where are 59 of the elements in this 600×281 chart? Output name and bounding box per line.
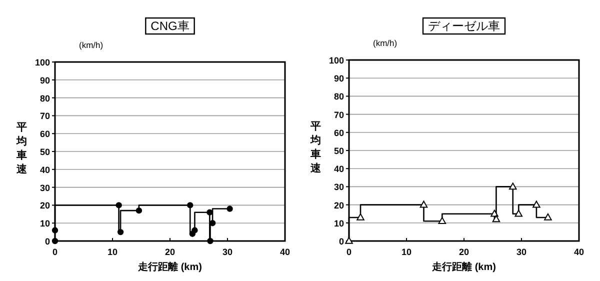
y-axis-title: 平均車速	[310, 120, 322, 174]
y-tick-label: 100	[328, 56, 344, 66]
x-axis-title: 走行距離 (km)	[137, 261, 202, 273]
y-tick-label: 70	[334, 110, 344, 120]
y-tick-label: 90	[40, 75, 50, 86]
y-tick-label: 60	[40, 129, 50, 140]
y-tick-label: 100	[34, 58, 50, 68]
x-tick-label: 40	[280, 247, 290, 257]
x-tick-label: 0	[52, 247, 58, 257]
y-tick-label: 0	[44, 236, 50, 246]
x-tick-label: 10	[401, 247, 412, 257]
y-tick-label: 30	[334, 182, 344, 192]
point	[52, 238, 58, 244]
y-tick-label: 70	[40, 111, 50, 122]
point	[209, 220, 216, 226]
y-tick-label: 10	[334, 218, 344, 228]
y-tick-label: 30	[40, 182, 50, 193]
x-tick-label: 20	[164, 247, 176, 257]
y-tick-label: 40	[334, 164, 344, 174]
point	[420, 200, 428, 208]
point	[226, 206, 233, 212]
y-tick-label: 20	[334, 200, 344, 210]
x-tick-label: 0	[346, 247, 352, 257]
point	[438, 216, 446, 224]
text: (km/h)	[373, 38, 398, 48]
x-axis-title: 走行距離 (km)	[431, 261, 496, 273]
point	[207, 238, 214, 244]
point	[116, 202, 122, 208]
x-tick-label: 10	[107, 247, 118, 257]
y-tick-label: 0	[338, 236, 344, 246]
point	[356, 213, 364, 220]
chart-title: ディーゼル車	[428, 19, 500, 33]
y-tick-label: 40	[40, 164, 50, 175]
point	[514, 210, 523, 217]
point	[117, 228, 124, 236]
point	[544, 213, 552, 220]
x-tick-label: 40	[574, 247, 584, 257]
point	[508, 182, 517, 190]
y-tick-label: 20	[40, 200, 50, 211]
y-axis-title: 平均車速	[16, 122, 28, 176]
point	[52, 227, 58, 234]
x-tick-label: 30	[222, 247, 233, 257]
y-tick-label: 60	[334, 128, 344, 138]
point	[136, 207, 142, 214]
y-tick-label: 80	[334, 92, 344, 102]
point	[187, 202, 194, 208]
y-tick-label: 50	[40, 147, 50, 157]
x-tick-label: 20	[458, 247, 470, 257]
point	[492, 215, 500, 222]
y-tick-label: 50	[334, 146, 344, 156]
text: (km/h)	[79, 40, 104, 50]
x-tick-label: 30	[516, 247, 527, 257]
y-tick-label: 10	[40, 218, 50, 229]
y-tick-label: 80	[40, 93, 50, 104]
point	[490, 210, 498, 217]
chart-title: CNG車	[150, 19, 190, 33]
y-tick-label: 90	[334, 74, 344, 84]
point	[192, 227, 198, 234]
point	[532, 200, 540, 208]
